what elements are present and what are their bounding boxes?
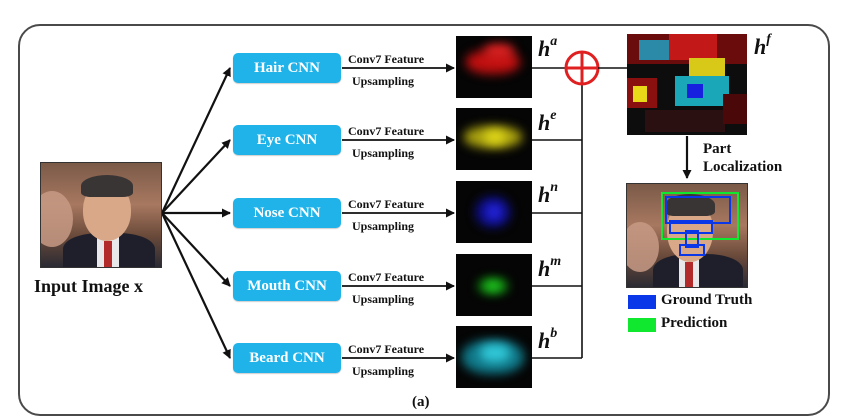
mouth-feature-label: Conv7 Feature — [348, 270, 425, 284]
h-m-label: hm — [538, 254, 562, 281]
eye-cnn-box: Eye CNN — [233, 125, 341, 155]
arrow-to-mouth-cnn — [161, 212, 231, 287]
prediction-box-hair — [661, 192, 739, 240]
h-e-label: he — [538, 108, 557, 135]
figure-caption: (a) — [412, 394, 430, 410]
arrow-to-beard-cnn — [161, 212, 231, 359]
beard-upsampling-label: Upsampling — [352, 364, 415, 378]
ground-truth-box-nose — [685, 230, 699, 248]
ground-truth-box-eyes — [669, 220, 713, 234]
input-image-label: Input Image x — [34, 276, 144, 296]
legend-label-ground-truth: Ground Truth — [661, 292, 753, 308]
legend-swatch-ground-truth — [628, 295, 656, 309]
fused-heatmap — [627, 34, 747, 135]
hair-heatmap — [456, 36, 532, 98]
nose-cnn-box: Nose CNN — [233, 198, 341, 228]
mouth-cnn-box: Mouth CNN — [233, 271, 341, 301]
nose-feature-label: Conv7 Feature — [348, 197, 425, 211]
eye-upsampling-label: Upsampling — [352, 146, 415, 160]
ground-truth-box-mouth — [679, 244, 705, 256]
input-face-image — [40, 162, 162, 268]
hair-upsampling-label: Upsampling — [352, 74, 415, 88]
legend-label-prediction: Prediction — [661, 315, 728, 331]
nose-heatmap — [456, 181, 532, 243]
h-b-label: hb — [538, 326, 558, 353]
mouth-heatmap — [456, 254, 532, 316]
mouth-upsampling-label: Upsampling — [352, 292, 415, 306]
h-n-label: hn — [538, 180, 559, 207]
arrow-to-hair-cnn — [161, 67, 231, 214]
beard-cnn-box: Beard CNN — [233, 343, 341, 373]
eye-feature-label: Conv7 Feature — [348, 124, 425, 138]
legend-swatch-prediction — [628, 318, 656, 332]
h-f-label: hf — [754, 32, 771, 59]
nose-upsampling-label: Upsampling — [352, 219, 415, 233]
arrow-to-eye-cnn — [161, 139, 231, 214]
eye-heatmap — [456, 108, 532, 170]
part-localization-label: Part Localization — [703, 141, 783, 175]
h-a-label: ha — [538, 34, 558, 61]
beard-feature-label: Conv7 Feature — [348, 342, 425, 356]
hair-cnn-box: Hair CNN — [233, 53, 341, 83]
beard-heatmap — [456, 326, 532, 388]
ground-truth-box-hair — [665, 196, 731, 224]
hair-feature-label: Conv7 Feature — [348, 52, 425, 66]
localization-result-image — [626, 183, 748, 288]
